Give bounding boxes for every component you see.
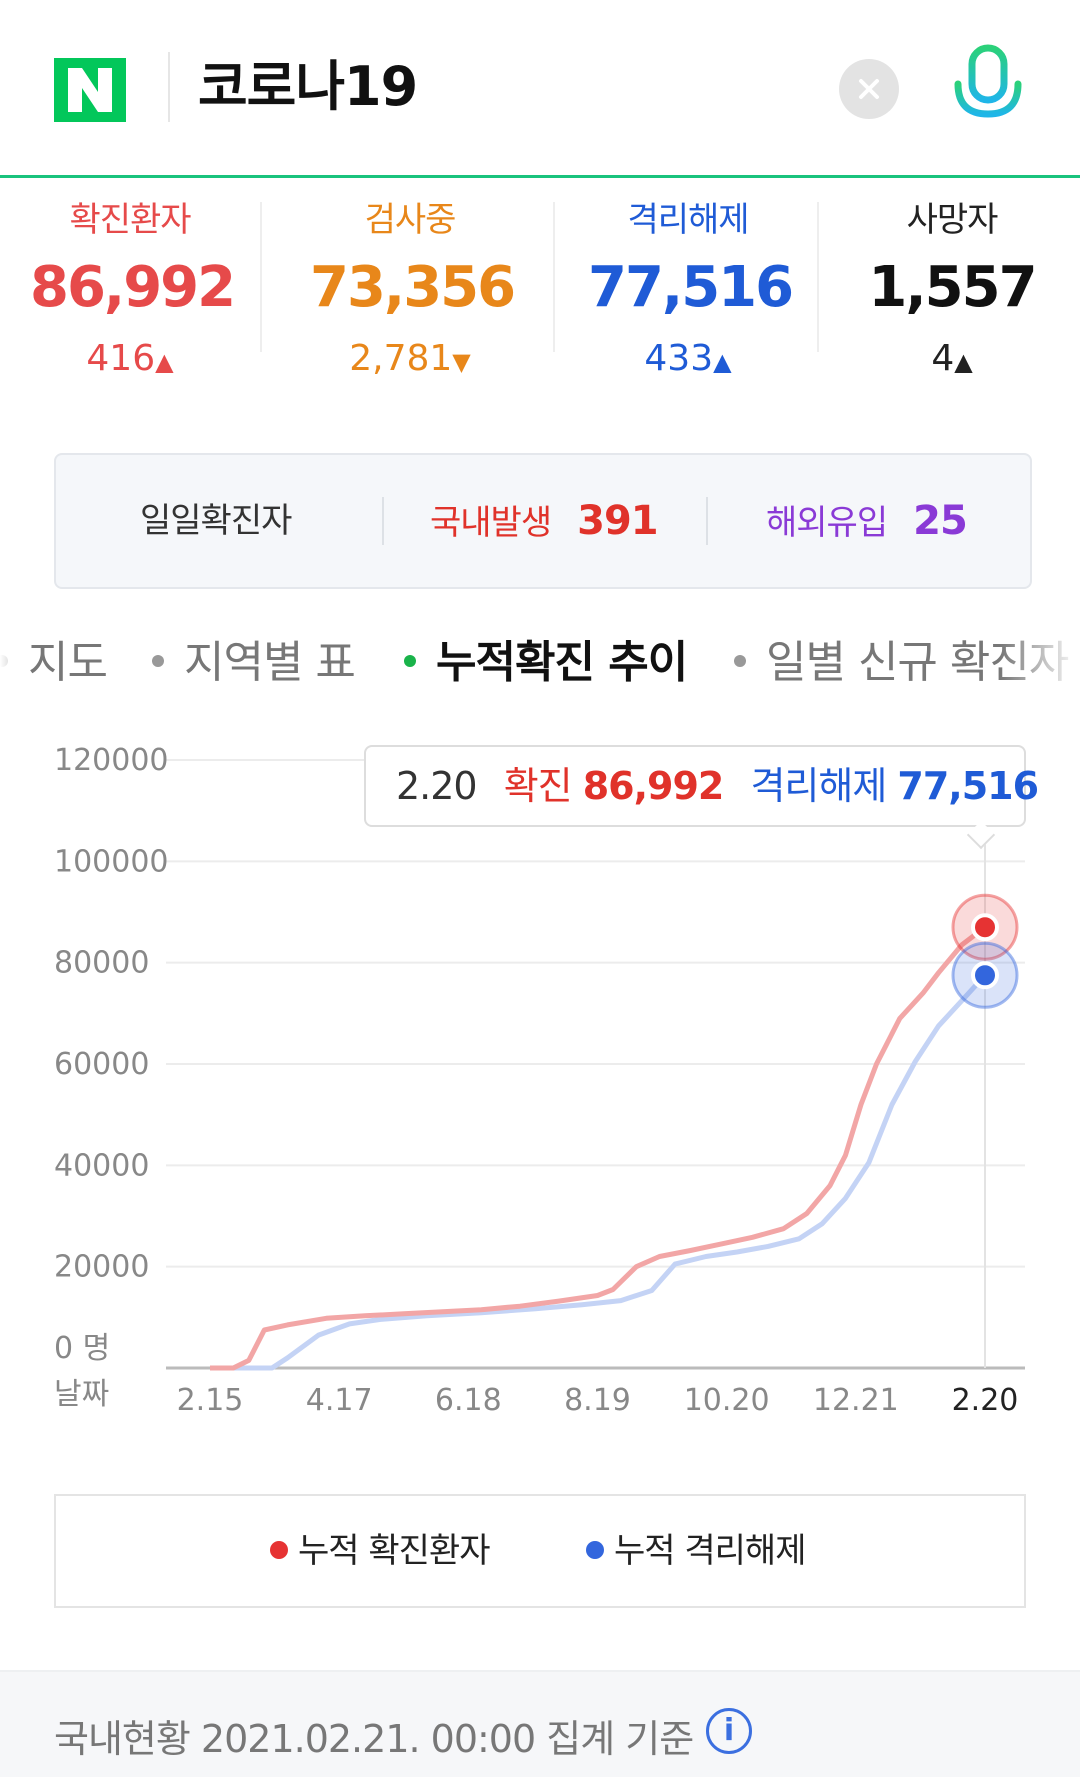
x-tick-label: 8.19 — [564, 1383, 631, 1418]
stat-divider — [553, 202, 555, 352]
tooltip-released-label: 격리해제 — [750, 764, 887, 808]
daily-confirmed-box: 일일확진자 국내발생 391 해외유입 25 — [54, 453, 1032, 589]
search-query[interactable]: 코로나19 — [198, 55, 418, 118]
y-tick-label: 80000 — [54, 946, 149, 981]
tab-region-table[interactable]: 지역별 표 — [152, 630, 356, 696]
x-tick-label: 4.17 — [306, 1383, 373, 1418]
stat-value: 77,516 — [588, 255, 794, 320]
y-tick-label: 20000 — [54, 1250, 149, 1285]
footer-status: 국내현황 2021.02.21. 00:00 집계 기준 i — [0, 1670, 1080, 1777]
daily-overseas-value: 25 — [913, 498, 968, 544]
stat-divider — [817, 202, 819, 352]
search-header: 코로나19 — [0, 0, 1080, 178]
chart-svg: 120000 100000 80000 60000 40000 20000 0 명날짜 2.… — [54, 743, 1025, 1418]
daily-domestic-value: 391 — [577, 498, 658, 544]
daily-domestic: 국내발생 391 — [430, 498, 659, 544]
header-divider — [168, 52, 170, 122]
footer-text: 국내현황 2021.02.21. 00:00 집계 기준 — [54, 1717, 694, 1761]
stat-deaths: 사망자 1,557 4▲ — [852, 198, 1052, 387]
tooltip-confirmed-value: 86,992 — [582, 764, 725, 808]
series-line — [210, 925, 987, 1371]
x-tick-label: 10.20 — [684, 1383, 770, 1418]
y-tick-label: 0 명 — [54, 1331, 110, 1366]
microphone-icon — [954, 44, 1022, 134]
legend-dot-red — [270, 1540, 288, 1559]
chart-tabs: 지도 지역별 표 누적확진 추이 일별 신규 확진자 — [0, 630, 1080, 700]
legend-item-confirmed[interactable]: 누적 확진환자 — [270, 1496, 490, 1606]
covid-stats-panel: 확진환자 86,992 416▲ 검사중 73,356 2,781▼ 격리해제 … — [0, 180, 1080, 400]
stat-change: 433▲ — [644, 338, 732, 379]
stat-change: 416▲ — [86, 338, 174, 379]
stat-testing: 검사중 73,356 2,781▼ — [310, 198, 516, 387]
stat-value: 1,557 — [868, 255, 1037, 320]
tabs-fade-right — [1000, 630, 1080, 700]
x-tick-label: 2.15 — [177, 1383, 244, 1418]
y-tick-label: 40000 — [54, 1148, 149, 1183]
x-axis-label: 날짜 — [54, 1377, 109, 1412]
tooltip-released-value: 77,516 — [897, 764, 1039, 808]
daily-divider — [706, 497, 708, 545]
stat-divider — [260, 202, 262, 352]
y-tick-label: 60000 — [54, 1047, 149, 1082]
close-icon — [859, 79, 879, 99]
daily-overseas: 해외유입 25 — [766, 498, 968, 544]
y-tick-label: 120000 — [54, 743, 169, 778]
info-icon[interactable]: i — [706, 1708, 752, 1754]
legend-dot-blue — [586, 1540, 604, 1559]
voice-search-button[interactable] — [950, 44, 1026, 134]
stat-label: 사망자 — [906, 200, 999, 240]
up-triangle-icon: ▲ — [155, 348, 174, 376]
up-triangle-icon: ▲ — [954, 348, 973, 376]
series-end-marker — [971, 913, 999, 942]
x-tick-label: 6.18 — [435, 1383, 502, 1418]
chart-legend: 누적 확진환자 누적 격리해제 — [54, 1494, 1026, 1608]
tab-bullet — [152, 655, 164, 667]
tab-bullet — [404, 655, 416, 667]
stat-confirmed: 확진환자 86,992 416▲ — [30, 198, 236, 387]
daily-divider — [382, 497, 384, 545]
series-line — [210, 973, 987, 1371]
stat-label: 확진환자 — [69, 200, 191, 240]
tooltip-date: 2.20 — [396, 764, 478, 808]
stat-change: 4▲ — [931, 338, 973, 379]
stat-value: 73,356 — [310, 255, 516, 320]
tab-bullet — [734, 655, 746, 667]
chart-tooltip: 2.20 확진 86,992 격리해제 77,516 — [364, 745, 1039, 850]
series-end-marker — [971, 961, 999, 990]
up-triangle-icon: ▲ — [713, 348, 732, 376]
down-triangle-icon: ▼ — [452, 348, 471, 376]
naver-logo[interactable] — [54, 58, 126, 122]
x-tick-label: 12.21 — [813, 1383, 899, 1418]
stat-released: 격리해제 77,516 433▲ — [588, 198, 794, 387]
daily-title: 일일확진자 — [140, 501, 292, 541]
tab-cumulative-trend[interactable]: 누적확진 추이 — [404, 630, 688, 696]
y-tick-label: 100000 — [54, 844, 169, 879]
stat-change: 2,781▼ — [349, 338, 471, 379]
stat-label: 격리해제 — [627, 200, 749, 240]
tooltip-confirmed-label: 확진 — [503, 764, 573, 808]
naver-n-icon — [68, 68, 112, 112]
clear-button[interactable] — [839, 59, 899, 119]
stat-label: 검사중 — [364, 200, 457, 240]
x-tick-label: 2.20 — [952, 1383, 1019, 1418]
legend-item-released[interactable]: 누적 격리해제 — [586, 1496, 806, 1606]
stat-value: 86,992 — [30, 255, 236, 320]
tabs-fade-left — [0, 630, 30, 700]
